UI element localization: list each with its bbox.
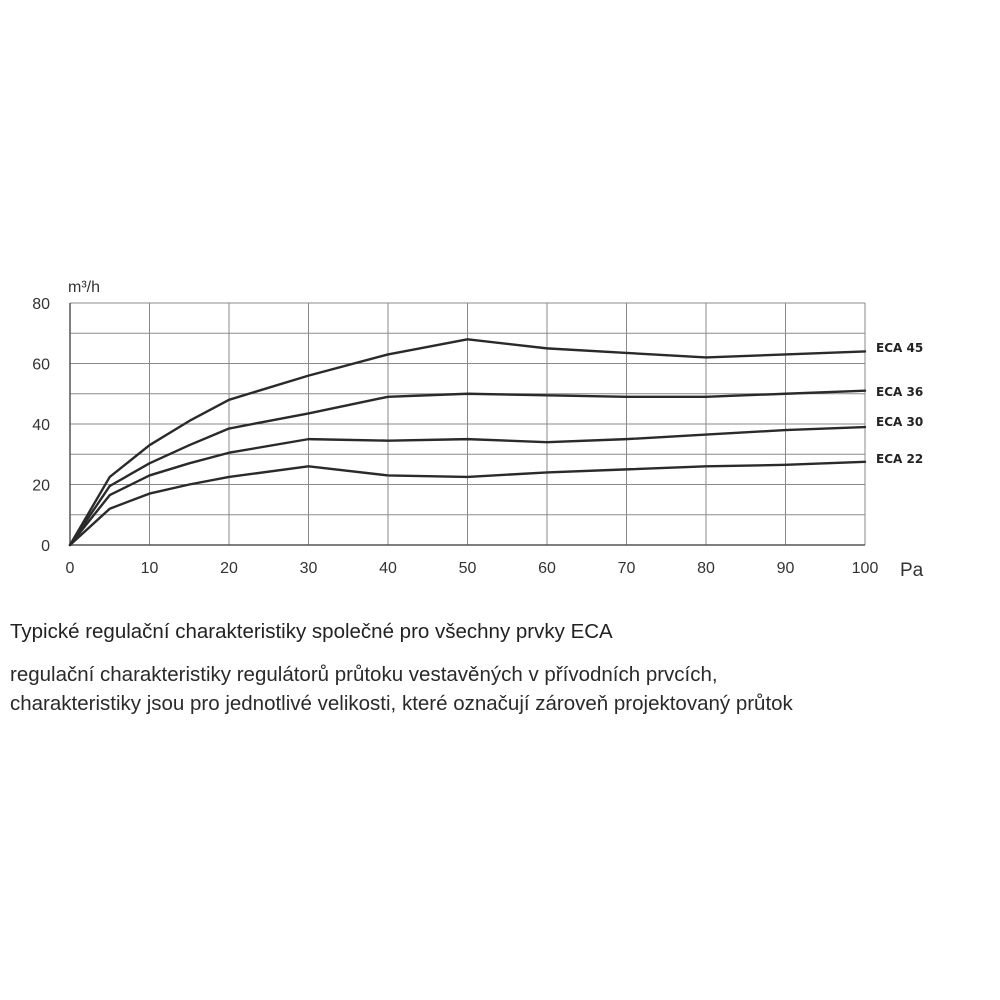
caption-line: charakteristiky jsou pro jednotlivé veli… — [10, 692, 793, 715]
x-tick-label: 50 — [459, 560, 477, 577]
line-chart: ECA 45 ECA 36 ECA 30 ECA 22 0 10 20 30 40 50 60 70… — [32, 279, 924, 581]
series-line — [68, 425, 867, 547]
y-axis-unit-label: m³/h — [68, 279, 100, 296]
x-tick-label: 60 — [538, 560, 556, 577]
y-tick-label: 40 — [32, 417, 50, 434]
series-label: ECA 22 — [876, 452, 923, 466]
x-tick-label: 10 — [141, 560, 159, 577]
x-tick-label: 0 — [66, 560, 75, 577]
chart-axes — [69, 303, 865, 546]
y-tick-label: 0 — [41, 538, 50, 555]
y-tick-label: 80 — [32, 296, 50, 313]
series-line — [68, 389, 867, 547]
series-label: ECA 30 — [876, 415, 923, 429]
x-tick-label: 30 — [300, 560, 318, 577]
y-tick-label: 60 — [32, 357, 50, 374]
x-tick-label: 100 — [852, 560, 879, 577]
series-label: ECA 36 — [876, 385, 923, 399]
series-line — [68, 338, 867, 547]
x-tick-label: 90 — [777, 560, 795, 577]
x-tick-label: 40 — [379, 560, 397, 577]
y-tick-label: 20 — [32, 478, 50, 495]
x-tick-label: 80 — [697, 560, 715, 577]
caption-title: Typické regulační charakteristiky společ… — [10, 620, 613, 643]
caption-body: regulační charakteristiky regulátorů prů… — [10, 660, 793, 718]
x-tick-label: 20 — [220, 560, 238, 577]
caption-line: regulační charakteristiky regulátorů prů… — [10, 663, 718, 686]
series-line — [68, 460, 867, 547]
x-tick-label: 70 — [618, 560, 636, 577]
x-axis-unit-label: Pa — [900, 560, 924, 581]
chart-series: ECA 45 ECA 36 ECA 30 ECA 22 — [68, 338, 923, 547]
chart-ticks: 0 10 20 30 40 50 60 70 80 90 100 0 20 40 60 80 — [32, 296, 878, 577]
series-label: ECA 45 — [876, 341, 923, 355]
